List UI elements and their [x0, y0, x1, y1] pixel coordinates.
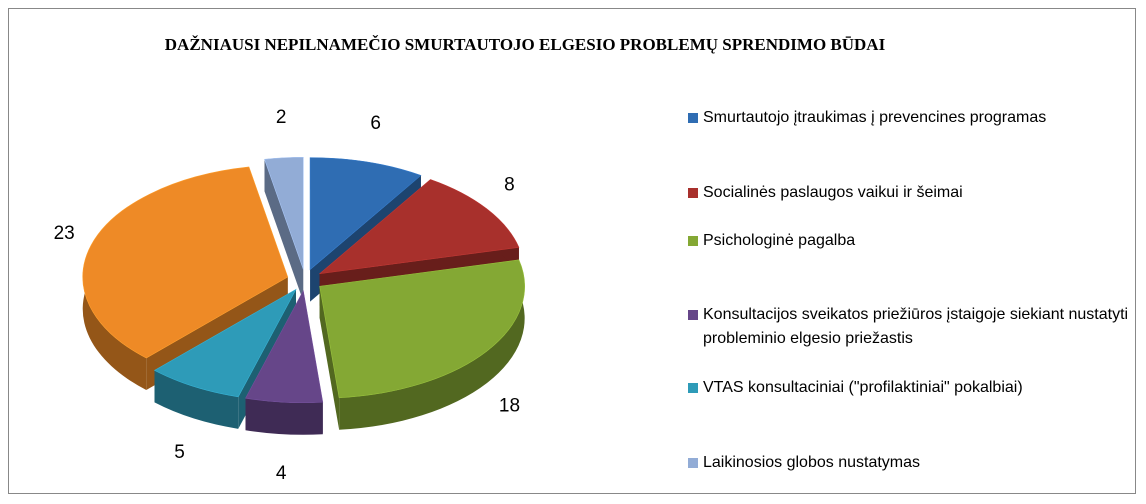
legend-item: Konsultacijos sveikatos priežiūros įstai… — [688, 303, 1146, 351]
data-label: 23 — [54, 223, 75, 244]
legend-label: Psichologinė pagalba — [703, 232, 856, 249]
slice-top — [153, 288, 297, 398]
legend-item: Laikinosios globos nustatymas — [688, 451, 1146, 475]
legend-swatch — [688, 458, 698, 468]
slice-top — [319, 259, 525, 399]
slice-side — [319, 286, 340, 430]
legend-label: Socialinės paslaugos vaikui ir šeimai — [703, 184, 963, 201]
legend-label: Konsultacijos sveikatos priežiūros įstai… — [703, 306, 1129, 347]
slice-side — [245, 398, 323, 435]
slice-side — [264, 159, 304, 302]
pie-area: 6 8 18 4 5 23 2 — [54, 107, 525, 484]
legend-swatch — [688, 113, 698, 123]
slice-top — [264, 156, 304, 270]
chart-title: DAŽNIAUSI NEPILNAMEČIO SMURTAUTOJO ELGES… — [164, 35, 886, 54]
slice-top — [245, 289, 324, 404]
legend-swatch — [688, 236, 698, 246]
slice — [264, 156, 304, 302]
legend-item: Smurtautojo įtraukimas į prevencines pro… — [688, 106, 1146, 130]
legend-swatch — [688, 383, 698, 393]
data-label: 4 — [276, 463, 287, 484]
slice — [245, 289, 324, 435]
slice-side — [154, 370, 239, 429]
legend-swatch — [688, 310, 698, 320]
slice-top — [309, 157, 422, 271]
chart-frame — [8, 8, 1136, 494]
legend-item: Socialinės paslaugos vaikui ir šeimai — [688, 181, 1146, 205]
slice — [319, 259, 525, 430]
data-label: 2 — [276, 107, 287, 128]
slice-top — [82, 166, 289, 359]
legend-swatch — [688, 188, 698, 198]
data-label: 6 — [370, 113, 381, 134]
legend-item: VTAS konsultaciniai ("profilaktiniai" po… — [688, 376, 1146, 400]
slice-side — [339, 259, 525, 430]
legend-item: Psichologinė pagalba — [688, 229, 1146, 253]
data-label: 5 — [174, 442, 185, 463]
slice-top — [318, 179, 520, 275]
data-label: 8 — [504, 175, 515, 196]
legend-label: Smurtautojo įtraukimas į prevencines pro… — [703, 109, 1047, 126]
data-label: 18 — [499, 395, 520, 416]
legend-label: VTAS konsultaciniai ("profilaktiniai" po… — [703, 379, 1023, 396]
legend-label: Laikinosios globos nustatymas — [703, 454, 921, 471]
